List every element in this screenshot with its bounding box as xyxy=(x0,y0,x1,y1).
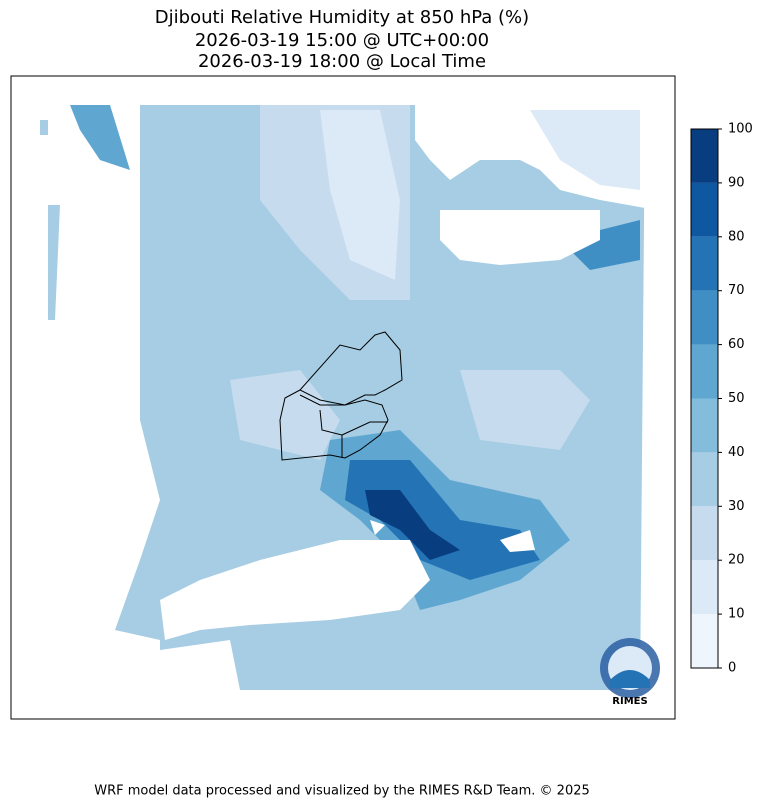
colorbar-tick-label: 40 xyxy=(728,445,745,460)
colorbar-tick-label: 80 xyxy=(728,229,745,244)
colorbar-bin xyxy=(691,452,718,507)
colorbar-bin xyxy=(691,290,718,345)
colorbar-bin xyxy=(691,614,718,668)
colorbar-tick-label: 70 xyxy=(728,283,745,298)
logo: RIMES xyxy=(600,638,660,707)
colorbar-tick-label: 90 xyxy=(728,175,745,190)
footer: WRF model data processed and visualized … xyxy=(94,784,590,799)
title-line: 2026-03-19 15:00 @ UTC+00:00 xyxy=(195,30,489,51)
title-line: 2026-03-19 18:00 @ Local Time xyxy=(198,51,486,72)
colorbar-bin xyxy=(691,398,718,453)
colorbar-bin xyxy=(691,236,718,291)
colorbar-tick-label: 100 xyxy=(728,122,753,137)
colorbar-bin xyxy=(691,344,718,399)
colorbar-bin xyxy=(691,560,718,615)
colorbar-tick-label: 30 xyxy=(728,499,745,514)
colorbar-tick-label: 20 xyxy=(728,553,745,568)
colorbar-bin xyxy=(691,129,718,183)
colorbar-tick-label: 0 xyxy=(728,661,736,676)
colorbar-tick-label: 60 xyxy=(728,337,745,352)
title-line: Djibouti Relative Humidity at 850 hPa (%… xyxy=(155,7,529,28)
map-field: RIMES xyxy=(10,75,676,720)
colorbar-tick-label: 10 xyxy=(728,607,745,622)
logo-text: RIMES xyxy=(612,696,647,707)
colorbar-bin xyxy=(691,506,718,561)
colorbar: 0 10 20 30 40 50 60 70 80 90 100 xyxy=(690,122,753,676)
colorbar-bin xyxy=(691,182,718,237)
colorbar-tick-label: 50 xyxy=(728,391,745,406)
